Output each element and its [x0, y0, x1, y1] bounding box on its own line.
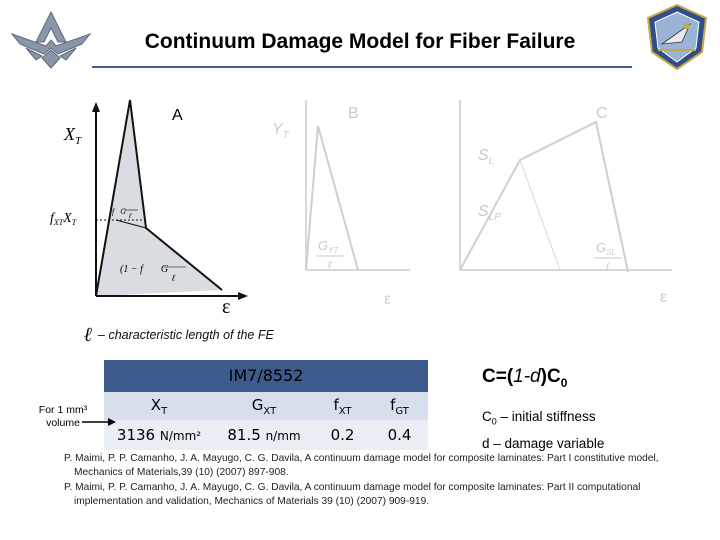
stiffness-notes: C0 – initial stiffness d – damage variab… — [482, 406, 604, 454]
panel-a-y-mid: fXTXT — [50, 211, 77, 227]
material-header — [104, 360, 428, 392]
stiffness-equation: C=(1-d)C0 — [482, 366, 568, 390]
title-underline — [92, 66, 632, 68]
panel-label-c: C — [596, 105, 608, 122]
panel-a-tail-ell: ℓ — [171, 273, 175, 283]
note-initial-stiffness: C0 – initial stiffness — [482, 409, 596, 427]
header-gxt: GXT — [251, 396, 277, 417]
damage-law-figure: C SL SLP GSL ℓ ε B YT GYT ℓ ε A XT fXTXT… — [50, 99, 672, 318]
material-name: IM7/8552 — [228, 366, 304, 385]
characteristic-length-note: ℓ – characteristic length of the FE — [84, 322, 274, 346]
value-xt: 3136 N/mm² — [116, 426, 202, 444]
value-fxt: 0.2 — [330, 426, 355, 444]
panel-c-y-top: SL — [478, 147, 494, 167]
volume-arrow-icon — [82, 418, 116, 426]
reference-1: P. Maimi, P. P. Camanho, J. A. Mayugo, C… — [64, 453, 659, 478]
panel-a-x: ε — [222, 296, 230, 318]
panel-b-area: GYT — [318, 238, 339, 255]
values-row — [104, 420, 428, 450]
volume-label: For 1 mm³ volume — [38, 404, 88, 429]
panel-c-area: GSL — [596, 240, 616, 257]
panel-b-y: YT — [272, 121, 290, 141]
header-fxt: fXT — [333, 396, 352, 417]
references: P. Maimi, P. P. Camanho, J. A. Mayugo, C… — [64, 452, 694, 510]
panel-label-b: B — [348, 105, 359, 122]
value-fgt: 0.4 — [387, 426, 412, 444]
panel-b-ell: ℓ — [327, 259, 332, 271]
panel-a-kink-ell: ℓ — [128, 213, 132, 220]
panel-c-x: ε — [660, 289, 667, 306]
header-xt: XT — [150, 396, 168, 417]
note-damage-variable: d – damage variable — [482, 435, 605, 451]
panel-label-a: A — [172, 107, 183, 124]
air-force-logo-icon — [10, 10, 92, 69]
panel-a-y-top: XT — [63, 124, 82, 147]
panel-c: C SL SLP GSL ℓ ε — [459, 100, 672, 306]
panel-b: B YT GYT ℓ ε — [272, 100, 410, 308]
characteristic-length-text: – characteristic length of the FE — [98, 328, 274, 342]
page-title: Continuum Damage Model for Fiber Failure — [144, 30, 576, 53]
reference-2: P. Maimi, P. P. Camanho, J. A. Mayugo, C… — [64, 482, 641, 507]
panel-b-x: ε — [384, 291, 391, 308]
panel-c-ell: ℓ — [605, 261, 610, 273]
value-gxt: 81.5 n/mm — [227, 426, 301, 444]
header-fgt: fGT — [390, 396, 409, 417]
afrl-seal-icon — [646, 3, 708, 71]
material-table: IM7/8552 XT GXT fXT fGT 3136 N/mm² 81.5 … — [104, 360, 428, 450]
header-row — [104, 392, 428, 420]
panel-c-y-mid: SLP — [478, 203, 501, 223]
ell-symbol: ℓ — [84, 324, 93, 346]
